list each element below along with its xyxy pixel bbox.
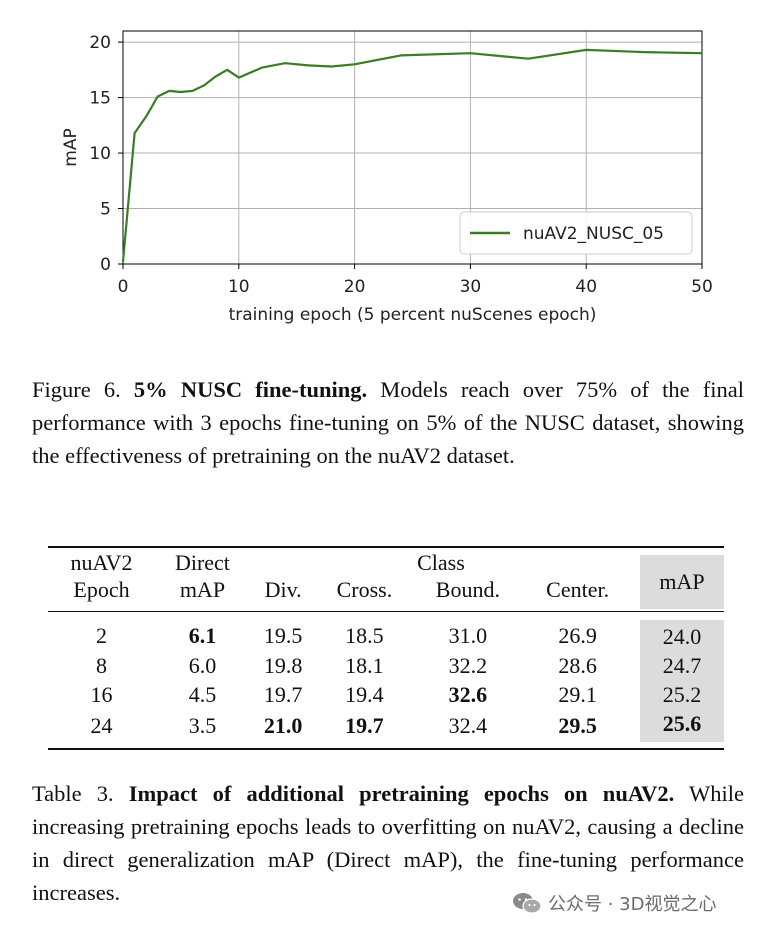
cell-epoch: 24 [48, 709, 155, 750]
header-direct-line1: Direct [154, 546, 250, 577]
cell-epoch: 2 [48, 611, 155, 651]
chart-axes: 0 10 20 30 40 50 0 5 10 15 20 training epoch (5 per… [61, 30, 713, 325]
line-chart: 0 10 20 30 40 50 0 5 10 15 20 training epoch (5 per… [61, 30, 713, 325]
header-map: mAP [639, 554, 724, 609]
cell-div: 19.5 [249, 611, 317, 651]
cell-bound: 32.6 [448, 681, 488, 707]
y-tick-label: 0 [100, 255, 111, 275]
table-row: 16 4.5 19.7 19.4 32.6 29.1 25.2 [48, 680, 724, 709]
cell-bound: 32.4 [412, 709, 524, 750]
x-axis-label: training epoch (5 percent nuScenes epoch… [229, 305, 597, 325]
cell-cross: 18.5 [316, 611, 413, 651]
y-tick-label: 20 [89, 33, 111, 53]
cell-center: 29.1 [558, 681, 597, 707]
header-cross: Cross. [336, 577, 393, 602]
watermark: 公众号 · 3D视觉之心 [512, 890, 716, 916]
header-map-cell: mAP [631, 546, 724, 612]
x-tick-label: 20 [344, 277, 366, 297]
series-line [121, 48, 703, 262]
cell-cross: 19.4 [345, 681, 384, 707]
cell-epoch: 8 [95, 652, 107, 678]
table-row: 24 3.5 21.0 19.7 32.4 29.5 25.6 [48, 709, 724, 750]
x-tick-label: 30 [460, 277, 482, 297]
header-epoch-line1: nuAV2 [48, 546, 155, 577]
chart-legend: nuAV2_NUSC_05 [459, 211, 693, 255]
cell-map: 24.7 [639, 651, 724, 680]
cell-div: 19.8 [263, 652, 303, 678]
cell-map: 25.6 [639, 709, 724, 742]
header-center: Center. [546, 577, 610, 602]
cell-cross: 18.1 [345, 652, 384, 678]
figure-title: 5% NUSC fine-tuning. [133, 377, 368, 402]
chart-series [121, 48, 703, 262]
legend-box [459, 211, 693, 255]
x-tick-label: 40 [575, 277, 597, 297]
table-caption: Table 3. Impact of additional pretrainin… [32, 777, 744, 909]
x-tick-label: 10 [228, 277, 250, 297]
cell-div: 19.7 [263, 681, 303, 707]
header-div: Div. [264, 577, 302, 602]
header-epoch-line2: Epoch [73, 577, 130, 602]
cell-direct: 6.1 [154, 611, 250, 651]
cell-center: 26.9 [523, 611, 632, 651]
x-tick-label: 0 [118, 277, 129, 297]
cell-center: 29.5 [523, 709, 632, 750]
cell-direct: 3.5 [154, 709, 250, 750]
cell-direct: 4.5 [188, 681, 217, 707]
cell-bound: 32.2 [448, 652, 488, 678]
cell-center: 28.6 [558, 652, 597, 678]
watermark-text: 公众号 · 3D视觉之心 [548, 894, 717, 915]
table-label: Table 3. [32, 781, 114, 806]
wechat-icon [513, 893, 542, 914]
legend-label: nuAV2_NUSC_05 [523, 224, 664, 244]
table-row: 8 6.0 19.8 18.1 32.2 28.6 24.7 [48, 651, 724, 680]
cell-cross: 19.7 [316, 709, 413, 750]
cell-map: 24.0 [639, 620, 724, 651]
header-bound: Bound. [435, 577, 500, 602]
cell-direct: 6.0 [188, 652, 217, 678]
header-direct-line2: mAP [179, 577, 226, 602]
figure-caption: Figure 6. 5% NUSC fine-tuning. Models re… [32, 373, 744, 472]
table-title: Impact of additional pretraining epochs … [128, 781, 675, 806]
cell-map: 25.2 [639, 680, 724, 709]
cell-bound: 31.0 [412, 611, 524, 651]
y-tick-label: 5 [100, 200, 111, 220]
table-caption-text: While increasing pretraining epochs lead… [32, 781, 745, 905]
cell-map-wrap: 25.6 [631, 709, 724, 750]
x-tick-label: 50 [691, 277, 713, 297]
cell-map-wrap: 24.7 [632, 651, 724, 680]
cell-map-wrap: 25.2 [632, 680, 724, 709]
figure-label: Figure 6. [32, 377, 121, 402]
cell-div: 21.0 [249, 709, 317, 750]
y-tick-label: 10 [89, 144, 111, 164]
cell-epoch: 16 [90, 681, 113, 707]
figure-caption-text: Models reach over 75% of the final perfo… [32, 377, 745, 468]
cell-map-wrap: 24.0 [631, 611, 724, 651]
results-table: nuAV2 Direct Class mAP Epoch mAP Div. Cr… [48, 546, 724, 750]
y-tick-label: 15 [89, 89, 111, 109]
table-row: 2 6.1 19.5 18.5 31.0 26.9 24.0 [48, 611, 724, 651]
y-axis-label: mAP [61, 128, 81, 166]
plot-frame [122, 30, 703, 265]
header-class-group: Class [249, 546, 632, 577]
